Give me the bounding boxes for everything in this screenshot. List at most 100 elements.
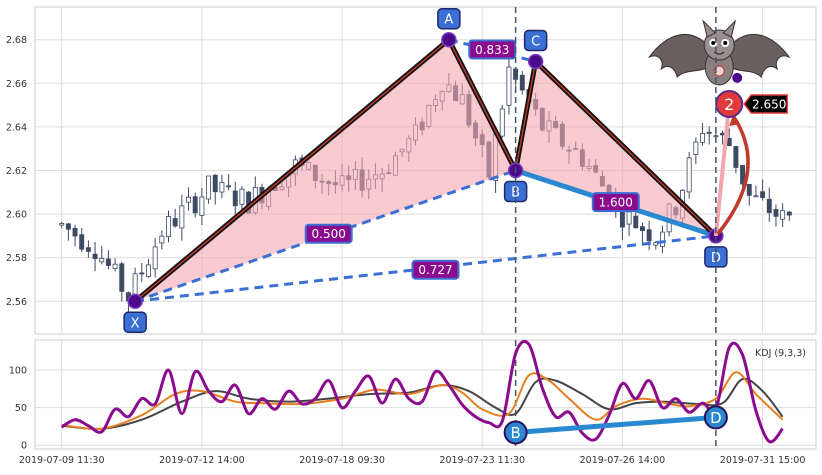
x-tick-label: 2019-07-09 11:30 [19,455,105,466]
candle-body [92,253,98,259]
x-tick-label: 2019-07-12 14:00 [159,455,245,466]
candle-body [733,146,739,168]
candle-body [686,157,692,193]
pattern-point-a: A [437,7,461,48]
candle [693,137,699,165]
candle [152,238,158,278]
candle-body [105,258,111,266]
candle-body [499,108,505,137]
candle-body [780,210,786,220]
candle [92,241,98,272]
candle [112,258,118,272]
bat-mouth [713,51,725,55]
candle-body [79,234,85,250]
candle [85,240,91,258]
kdj-line-d [61,377,784,430]
candle [186,187,191,211]
candle-body [633,215,639,229]
kdj-tick-label: 100 [9,366,27,377]
candle-body [206,175,212,200]
candle-body [179,205,185,229]
candle [212,174,218,205]
ratio-label-box [411,259,460,280]
ratio-label-bd: 1.600 [591,192,640,213]
pattern-point-label: X [131,316,140,331]
kdj-divergence-marker [703,405,728,430]
candle [206,175,212,204]
candle-body [186,196,191,203]
kdj-divergence-point-to: D [703,405,728,430]
candle-body [166,216,171,238]
price-tick-label: 2.60 [6,210,27,221]
pattern-triangle-xab [135,39,516,302]
candle [166,210,171,243]
price-tick-label: 2.68 [6,35,27,46]
target-marker [715,90,744,119]
candle [139,262,145,282]
price-tick-label: 2.62 [6,166,27,177]
kdj-tick-label: 50 [15,403,27,414]
pattern-leg-inner [134,39,450,302]
candle [519,70,525,95]
ratio-label-xb: 0.500 [304,223,353,244]
candle-body [192,196,198,214]
pattern-leg-inner [535,60,717,237]
candle [119,261,125,302]
candle-body [72,228,78,237]
x-tick-label: 2019-07-31 15:00 [720,455,806,466]
pattern-point-label-box [437,7,461,30]
candle [766,187,772,222]
bat-left-wing [647,33,714,78]
pattern-triangle-bcd [515,61,716,236]
candle-body [232,190,238,207]
candle-body [760,191,766,198]
candle [219,174,225,199]
candle-body [700,133,705,143]
ratio-label-box [591,192,640,213]
candle-body [646,229,652,242]
target-line [713,103,732,237]
candle [780,203,786,227]
candle [773,204,779,227]
candle-body [746,184,752,196]
candle-body [226,185,232,188]
candle-body [172,218,178,227]
candle-body [740,165,746,185]
ratio-label-text: 0.500 [312,227,346,241]
pattern-point-dot [441,31,457,48]
candle [499,104,505,139]
candle-body [99,257,105,263]
candle [72,224,78,247]
candle-body [199,196,205,216]
candle [660,225,665,254]
price-tick-label: 2.58 [6,253,27,264]
price-tick-label: 2.66 [6,79,27,90]
candle [753,185,759,198]
candle [199,187,205,225]
candle-body [239,188,245,205]
pattern-point-label-box [523,29,548,52]
candle-body [639,226,645,231]
candle-body [726,137,732,146]
kdj-divergence-point-from: B [503,420,528,445]
candle [99,245,105,265]
pattern-point-x: X [123,293,147,334]
candle-body [753,195,759,198]
bat-ear-right [722,19,737,38]
candle-body [152,246,158,270]
kdj-tick-label: 0 [21,441,27,452]
candle-body [146,264,151,277]
candle-body [720,132,726,136]
candle-body [693,141,699,155]
pattern-point-label-box [704,246,728,268]
ratio-label-ac: 0.833 [468,39,517,60]
bat-head [703,29,735,61]
candle [506,56,512,115]
pattern-leg-inner [514,61,537,171]
kdj-lines [60,339,784,444]
kdj-divergence-label: D [710,409,722,427]
candle-body [626,211,632,225]
x-tick-label: 2019-07-23 11:30 [439,455,525,466]
